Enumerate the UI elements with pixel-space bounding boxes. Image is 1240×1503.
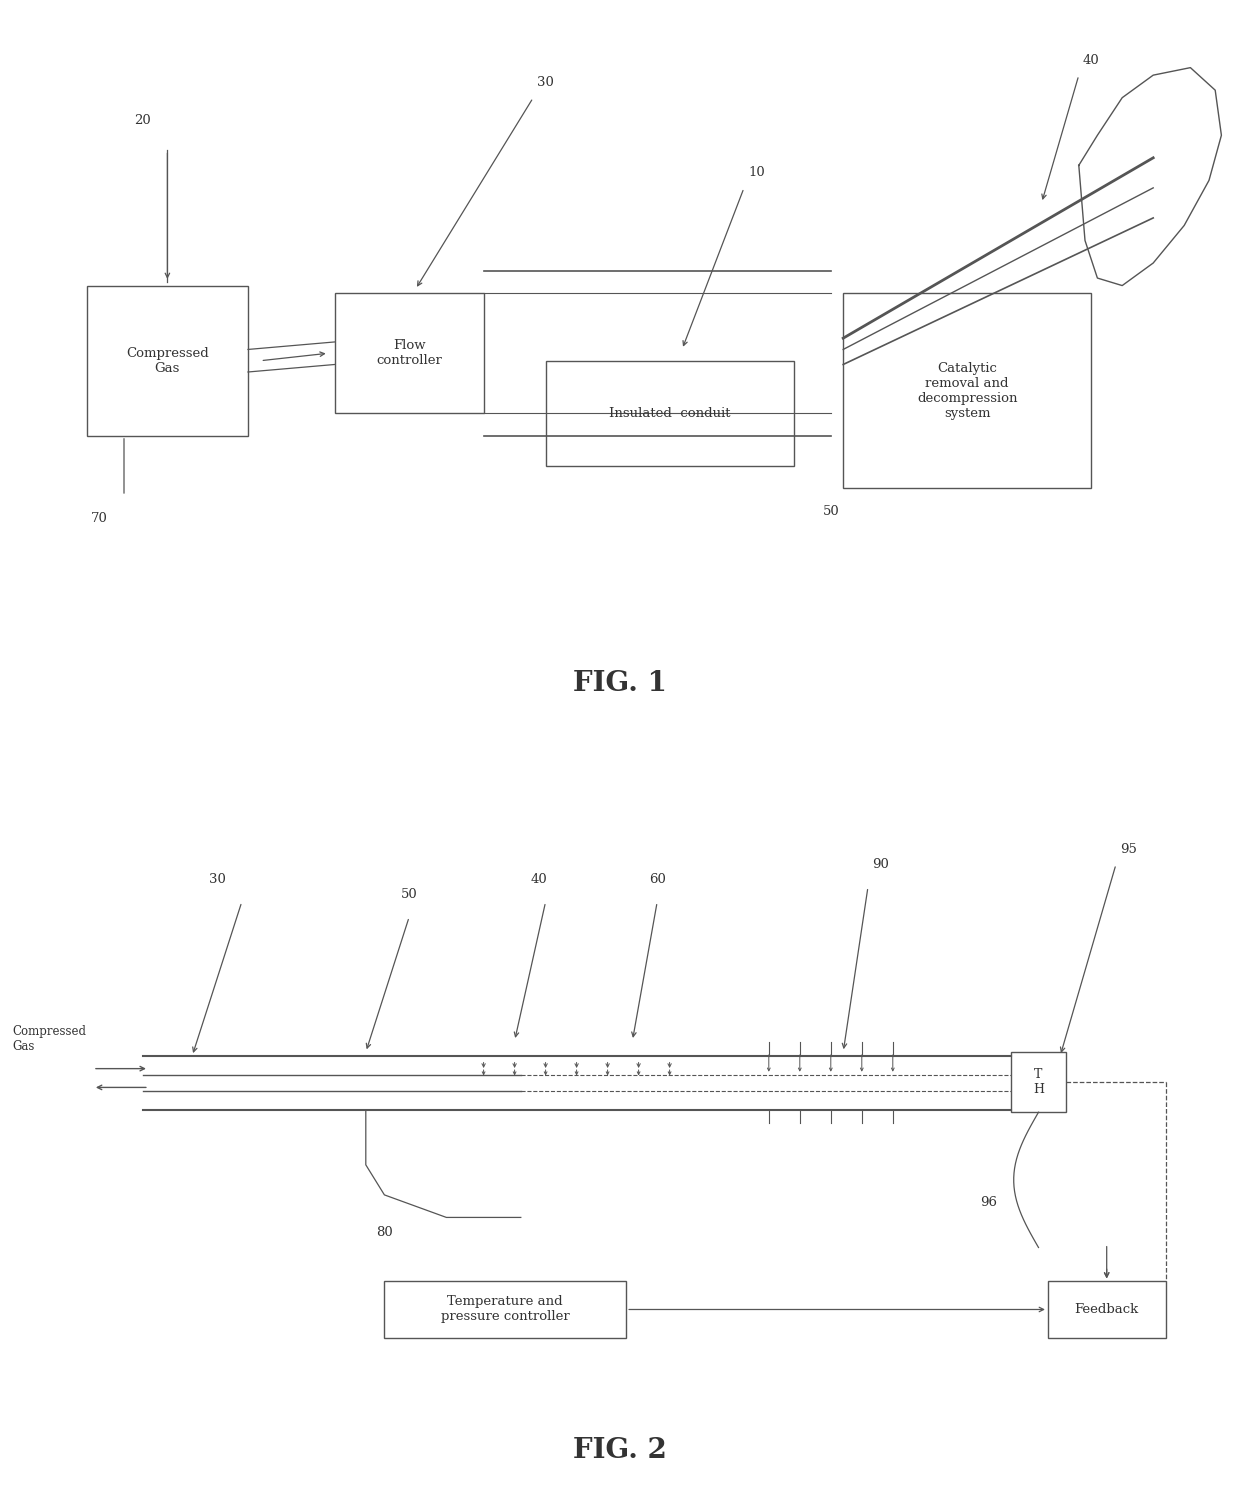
Text: 80: 80 [376,1226,393,1238]
Bar [1011,1052,1066,1112]
Text: 50: 50 [822,505,839,517]
Text: 10: 10 [748,167,765,179]
Text: 50: 50 [401,888,418,900]
Text: 96: 96 [981,1196,997,1208]
Bar [384,1281,626,1338]
Text: 60: 60 [649,873,666,885]
Bar [843,293,1091,488]
Text: 70: 70 [91,513,108,525]
Text: 40: 40 [1083,54,1100,66]
Bar [1048,1281,1166,1338]
Text: FIG. 2: FIG. 2 [573,1437,667,1464]
Text: FIG. 1: FIG. 1 [573,670,667,697]
Text: 20: 20 [134,114,151,126]
Text: Compressed
Gas: Compressed Gas [12,1025,87,1052]
Text: Insulated  conduit: Insulated conduit [609,407,730,419]
Text: Compressed
Gas: Compressed Gas [126,347,208,374]
Text: 90: 90 [872,858,889,870]
Bar [546,361,794,466]
Text: Flow
controller: Flow controller [376,340,443,367]
Text: 40: 40 [531,873,548,885]
Text: Feedback: Feedback [1075,1303,1138,1317]
Text: 95: 95 [1120,843,1137,855]
Text: 30: 30 [208,873,226,885]
Bar [335,293,484,413]
Text: Catalytic
removal and
decompression
system: Catalytic removal and decompression syst… [916,362,1018,419]
Text: 30: 30 [537,77,554,89]
Bar [87,286,248,436]
Text: T
H: T H [1033,1069,1044,1096]
Text: Temperature and
pressure controller: Temperature and pressure controller [441,1296,569,1324]
